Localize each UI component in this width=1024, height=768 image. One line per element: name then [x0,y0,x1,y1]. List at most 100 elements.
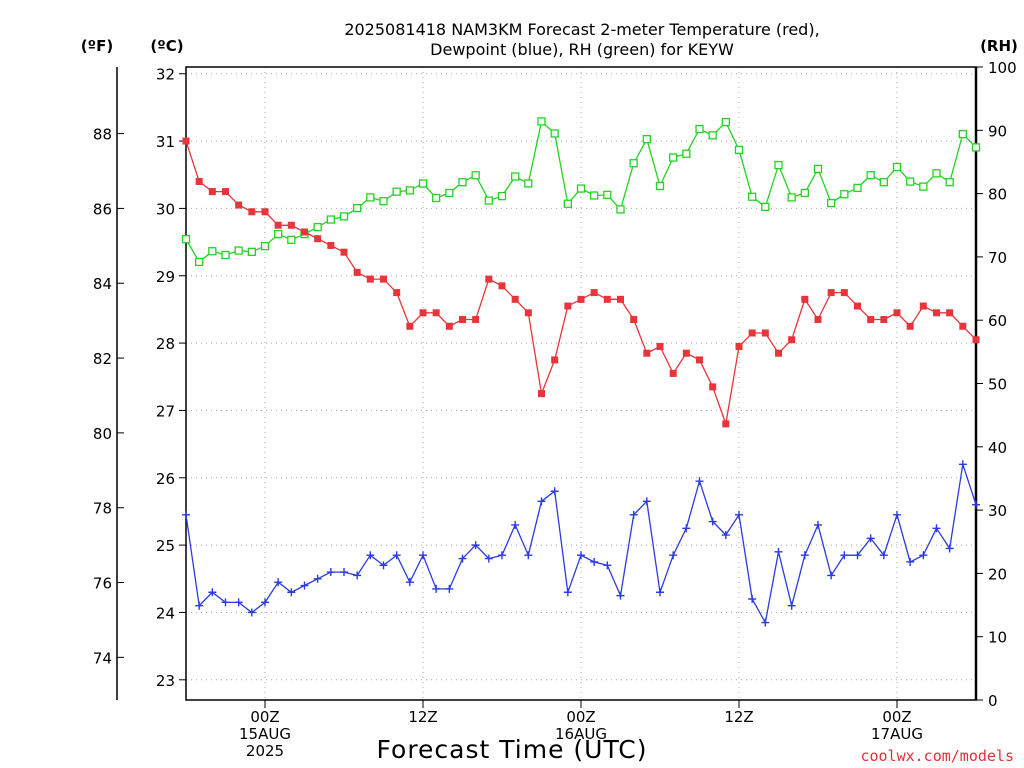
dewpoint-point [932,524,941,533]
temperature-point [814,316,822,324]
temperature-point [933,309,940,317]
rh-point [471,171,480,180]
axes [116,66,983,708]
rh-tick-label: 80 [988,186,1007,204]
dewpoint-point [471,541,480,550]
dewpoint-point [498,551,506,560]
rh-tick-label: 50 [988,376,1007,394]
rh-tick-label: 90 [988,122,1007,140]
temperature-point [761,329,769,337]
temperature-point [906,322,914,330]
dewpoint-point [392,551,401,560]
x-tick-label: 15AUG [239,725,291,743]
dewpoint-point [945,544,954,553]
rh-point [221,250,230,260]
rh-tick-label: 70 [988,249,1007,267]
rh-point [840,190,849,199]
rh-point [524,179,533,188]
rh-point [734,145,744,155]
temperature-point [775,349,782,357]
rh-point [405,186,414,195]
temperature-point [682,349,690,357]
rh-point [774,160,783,170]
dewpoint-point [840,551,849,560]
dewpoint-point [550,487,559,496]
rh-point [511,172,520,181]
temperature-point [564,302,572,310]
temperature-point [854,302,861,310]
temperature-point [972,336,980,344]
temperature-point [222,188,229,196]
x-tick-label: 12Z [724,708,753,726]
rh-point [853,183,862,193]
rh-point [353,204,362,213]
rh-point [616,205,625,214]
dewpoint-line [185,464,977,625]
dewpoint-point [656,588,664,597]
temperature-point [472,316,480,324]
dewpoint-point [853,551,862,560]
temperature-point [432,309,440,317]
temperature-point [235,201,243,209]
rh-point [695,124,704,134]
rh-point [629,159,638,168]
dewpoint-point [761,618,770,627]
temperature-point [590,289,598,297]
dewpoint-point [208,588,217,597]
fahrenheit-tick-label: 74 [93,649,112,667]
rh-point [721,117,730,127]
dewpoint-point [972,500,980,509]
rh-point [550,129,559,138]
dewpoint-point [247,608,256,617]
dewpoint-point [774,547,783,556]
dewpoint-point [642,497,651,506]
grid-lines [186,67,976,700]
fahrenheit-unit-label: (ºF) [81,37,113,55]
temperature-point [459,316,466,324]
temperature-point [788,336,796,344]
temperature-point [603,295,611,303]
rh-point [260,241,270,251]
temperature-point [696,356,703,364]
temperature-point [314,235,322,243]
dewpoint-point [366,551,375,560]
dewpoint-point [537,497,546,506]
fahrenheit-tick-label: 84 [93,275,112,293]
rh-point [392,187,401,196]
dewpoint-point [866,534,875,543]
dewpoint-point [879,551,888,560]
rh-point [287,235,296,244]
dewpoint-point [511,520,520,529]
rh-tick-label: 100 [988,59,1017,77]
rh-point [247,247,256,256]
x-tick-label: 00Z [566,708,595,726]
dewpoint-point [603,561,612,570]
dewpoint-point [800,551,809,560]
temperature-point [406,322,414,330]
temperature-point [524,309,532,317]
credit-label: coolwx.com/models [860,747,1014,765]
rh-point [866,171,875,180]
dewpoint-point [629,510,638,519]
rh-point [603,190,612,200]
dewpoint-point [616,591,625,600]
temperature-point [880,316,888,324]
fahrenheit-tick-label: 82 [93,350,112,368]
rh-point [655,181,665,191]
rh-point [326,215,335,224]
temperature-point [827,289,835,297]
rh-unit-label: (RH) [980,37,1018,55]
dewpoint-point [695,477,704,486]
rh-point [590,191,599,200]
temperature-point [801,295,809,303]
temperature-point [327,241,335,249]
dewpoint-point [419,551,427,560]
temperature-point [274,221,282,229]
x-tick-label: 00Z [250,708,279,726]
dewpoint-point [893,510,901,519]
temperature-point [445,322,453,330]
x-tick-label: 12Z [408,708,437,726]
dewpoint-point [563,588,572,597]
temperature-point [577,295,585,303]
